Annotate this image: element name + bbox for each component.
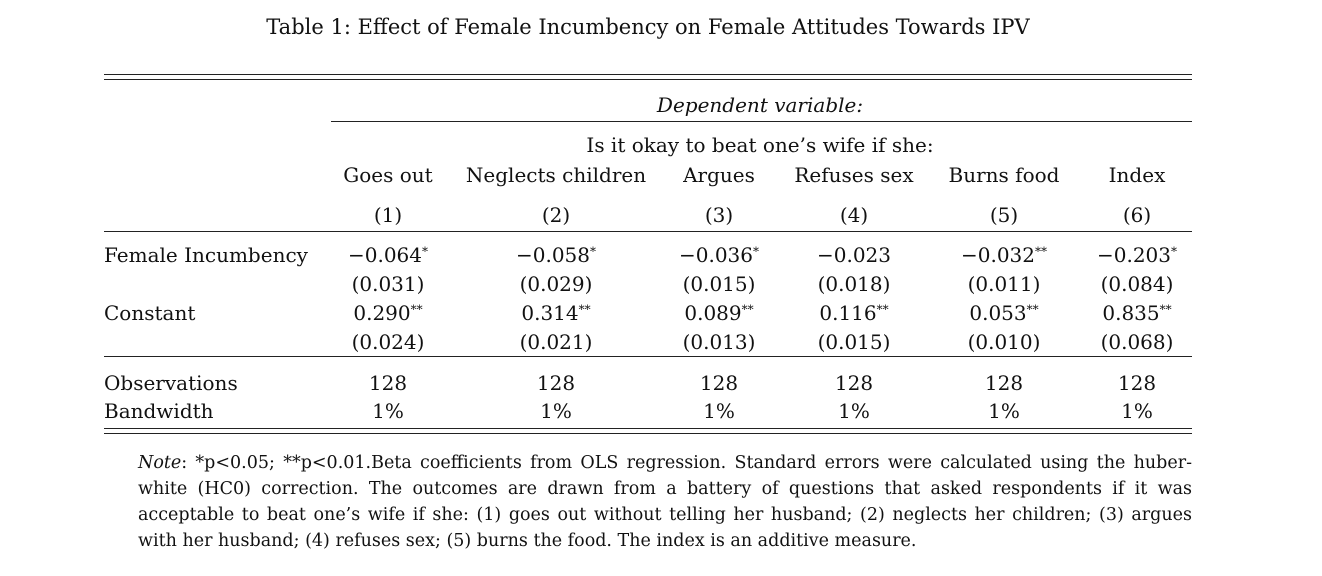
row-label-observations: Observations [104,371,238,395]
observations-cell: 128 [368,371,408,395]
significance-stars: ** [1026,302,1039,317]
coefficient-value: 0.314 [521,301,579,325]
column-number: (1) [373,203,403,227]
question-label: Is it okay to beat one’s wife if she: [586,133,934,157]
coefficient-cell: 0.116** [819,300,888,326]
coefficient-value: 0.089 [684,301,742,325]
coefficient-cell: −0.023 [817,242,891,268]
bandwidth-cell: 1% [988,399,1020,423]
coefficient-value: −0.023 [816,243,892,267]
observations-cell: 128 [699,371,739,395]
significance-stars: * [590,244,597,259]
dependent-variable-label: Dependent variable: [656,93,864,117]
significance-stars: ** [741,302,754,317]
bandwidth-cell: 1% [703,399,735,423]
column-header-name: Burns food [948,163,1060,187]
column-header-name: Index [1108,163,1166,187]
coefficient-cell: −0.036* [679,242,759,268]
table-note: Note: *p<0.05; **p<0.01.Beta coefficient… [138,450,1192,554]
column-number: (3) [704,203,734,227]
std-error-cell: (0.031) [351,272,425,296]
column-number: (5) [989,203,1019,227]
top-rule-2 [104,79,1192,80]
bandwidth-cell: 1% [372,399,404,423]
significance-stars: ** [1159,302,1172,317]
coefficient-cell: 0.314** [521,300,590,326]
dependent-variable-rule [331,121,1192,122]
significance-stars: ** [1035,244,1048,259]
bandwidth-cell: 1% [838,399,870,423]
std-error-cell: (0.024) [351,330,425,354]
coefficient-cell: 0.089** [684,300,753,326]
bandwidth-cell: 1% [1121,399,1153,423]
observations-cell: 128 [984,371,1024,395]
coefficient-cell: −0.064* [348,242,428,268]
column-header-name: Argues [683,163,755,187]
row-label-constant: Constant [104,301,196,325]
std-error-cell: (0.018) [817,272,891,296]
observations-cell: 128 [834,371,874,395]
coefficient-cell: 0.053** [969,300,1038,326]
coefficient-value: −0.064 [347,243,423,267]
bandwidth-cell: 1% [540,399,572,423]
row-label-bandwidth: Bandwidth [104,399,214,423]
body-rule [104,356,1192,357]
std-error-cell: (0.015) [817,330,891,354]
std-error-cell: (0.021) [519,330,593,354]
observations-cell: 128 [536,371,576,395]
coefficient-cell: −0.203* [1097,242,1177,268]
coefficient-cell: 0.290** [353,300,422,326]
std-error-cell: (0.010) [967,330,1041,354]
std-error-cell: (0.011) [967,272,1041,296]
top-rule-1 [104,74,1192,75]
column-number: (2) [541,203,571,227]
significance-stars: * [753,244,760,259]
coefficient-value: 0.053 [969,301,1027,325]
note-lead: Note [138,453,182,473]
coefficient-value: 0.116 [819,301,877,325]
coefficient-value: −0.203 [1096,243,1172,267]
significance-stars: * [1171,244,1178,259]
bottom-rule-1 [104,428,1192,429]
coefficient-value: 0.290 [353,301,411,325]
coefficient-cell: −0.032** [961,242,1047,268]
std-error-cell: (0.068) [1100,330,1174,354]
coefficient-value: −0.032 [960,243,1036,267]
coefficient-value: 0.835 [1102,301,1160,325]
observations-cell: 128 [1117,371,1157,395]
coefficient-cell: −0.058* [516,242,596,268]
significance-stars: * [422,244,429,259]
column-header-name: Refuses sex [794,163,914,187]
row-label-female-incumbency: Female Incumbency [104,243,308,267]
column-header-name: Goes out [343,163,433,187]
column-number: (4) [839,203,869,227]
bottom-rule-2 [104,433,1192,434]
significance-stars: ** [876,302,889,317]
column-number: (6) [1122,203,1152,227]
std-error-cell: (0.084) [1100,272,1174,296]
note-text: : *p<0.05; **p<0.01.Beta coefficients fr… [138,453,1192,551]
coefficient-value: −0.058 [515,243,591,267]
std-error-cell: (0.013) [682,330,756,354]
std-error-cell: (0.029) [519,272,593,296]
table-caption: Table 1: Effect of Female Incumbency on … [266,15,1030,39]
significance-stars: ** [410,302,423,317]
coefficient-value: −0.036 [678,243,754,267]
std-error-cell: (0.015) [682,272,756,296]
header-rule [104,231,1192,232]
column-header-name: Neglects children [465,163,647,187]
significance-stars: ** [578,302,591,317]
coefficient-cell: 0.835** [1102,300,1171,326]
